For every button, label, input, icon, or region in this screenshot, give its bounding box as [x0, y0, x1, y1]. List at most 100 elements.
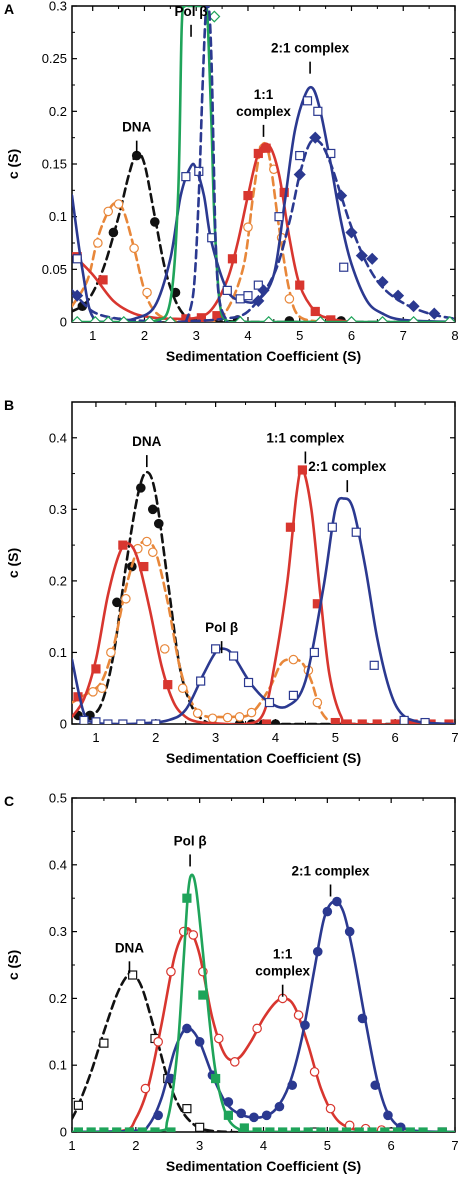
data-point — [344, 926, 355, 937]
x-tick-label: 5 — [332, 730, 339, 745]
y-tick-label: 0.1 — [49, 1058, 67, 1073]
y-tick-label: 0.15 — [42, 157, 67, 172]
data-point — [392, 1127, 403, 1132]
x-axis-label: Sedimentation Coefficient (S) — [166, 1158, 361, 1174]
data-point — [153, 1110, 163, 1121]
data-point — [399, 715, 409, 724]
data-point — [309, 131, 322, 144]
annotation-label: 2:1 complex — [271, 41, 350, 74]
data-point — [118, 719, 128, 724]
data-point — [437, 1127, 447, 1132]
data-point — [236, 1108, 246, 1119]
y-axis-label: c (S) — [5, 149, 21, 179]
data-point — [339, 262, 349, 272]
data-point — [293, 168, 306, 181]
data-point — [285, 522, 296, 532]
data-point — [150, 1127, 160, 1132]
series-line — [72, 85, 455, 322]
y-tick-label: 0 — [60, 717, 67, 732]
data-point — [108, 227, 119, 238]
y-tick-label: 0 — [60, 1125, 67, 1140]
data-point — [223, 1097, 234, 1107]
data-point — [376, 315, 389, 322]
data-point — [223, 1110, 233, 1120]
data-point — [295, 280, 305, 290]
annotation-text: complex — [255, 964, 310, 979]
data-point — [309, 1127, 320, 1132]
data-point — [253, 280, 263, 290]
data-point — [252, 1023, 262, 1034]
data-point — [290, 1127, 301, 1132]
data-point — [326, 315, 336, 322]
y-tick-label: 0 — [60, 315, 67, 330]
x-tick-label: 1 — [92, 730, 99, 745]
x-tick-label: 5 — [296, 328, 303, 343]
data-point — [243, 222, 253, 232]
data-point — [274, 212, 284, 222]
x-tick-label: 3 — [193, 328, 200, 343]
annotation-text: complex — [236, 104, 291, 119]
data-point — [79, 715, 89, 724]
x-tick-label: 4 — [244, 328, 251, 343]
data-point — [222, 712, 233, 723]
series-line — [72, 470, 455, 724]
annotation-text: DNA — [122, 120, 151, 135]
series-green-solid — [72, 6, 455, 322]
annotation-label: DNA — [122, 120, 152, 153]
data-point — [99, 1127, 109, 1132]
annotation-label: 2:1 complex — [292, 864, 370, 897]
data-point — [345, 315, 358, 322]
data-point — [113, 199, 124, 209]
data-point — [106, 647, 116, 658]
data-point — [150, 217, 160, 227]
data-point — [261, 1110, 272, 1121]
annotation-text: 1:1 — [273, 947, 293, 962]
x-tick-label: 2 — [141, 328, 148, 343]
data-point — [151, 719, 161, 724]
data-point — [188, 930, 199, 940]
data-point — [370, 1080, 381, 1091]
data-point — [310, 306, 320, 317]
annotation-text: Pol β — [174, 833, 207, 848]
data-point — [93, 238, 103, 248]
x-tick-label: 6 — [392, 730, 399, 745]
data-point — [420, 717, 430, 724]
series-red-solid — [72, 926, 455, 1132]
annotation-text: DNA — [115, 940, 144, 955]
series-line — [72, 496, 455, 724]
data-point — [166, 1127, 176, 1132]
x-tick-label: 2 — [132, 1138, 139, 1153]
annotation-label: 2:1 complex — [308, 459, 387, 493]
data-point — [164, 315, 177, 322]
data-point — [117, 315, 130, 322]
data-point — [314, 315, 327, 322]
data-point — [142, 287, 152, 298]
annotation-text: DNA — [132, 434, 161, 449]
data-point — [279, 187, 289, 198]
data-point — [329, 1127, 339, 1132]
data-point — [112, 1127, 122, 1132]
data-point — [196, 313, 206, 322]
y-tick-label: 0.4 — [49, 857, 67, 872]
data-point — [366, 252, 379, 265]
series-line — [72, 971, 455, 1132]
data-point — [239, 1123, 249, 1132]
series-green-solid — [72, 873, 455, 1132]
data-point — [89, 315, 102, 322]
y-tick-label: 0.3 — [49, 502, 67, 517]
y-tick-label: 0.05 — [42, 262, 67, 277]
plot-area — [72, 873, 455, 1132]
data-point — [97, 683, 107, 694]
data-point — [128, 970, 138, 980]
series-blue-dashed — [184, 6, 229, 322]
series-blue-solid — [72, 896, 455, 1132]
data-point — [351, 527, 361, 537]
data-point — [194, 1037, 205, 1047]
data-point — [211, 644, 221, 654]
data-point — [196, 676, 206, 686]
plot-frame — [71, 5, 456, 323]
x-tick-label: 4 — [260, 1138, 267, 1153]
data-point — [102, 315, 115, 322]
y-tick-label: 0.1 — [49, 209, 67, 224]
data-point — [418, 1127, 428, 1132]
